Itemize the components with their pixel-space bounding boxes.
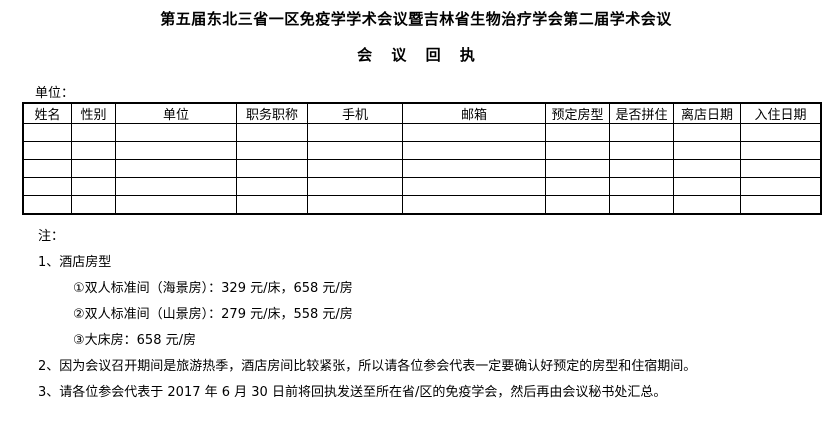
table-row <box>22 159 822 178</box>
cell-position-title[interactable] <box>236 123 308 142</box>
cell-organization[interactable] <box>115 159 237 178</box>
cell-share-room[interactable] <box>609 177 674 196</box>
table-body <box>22 123 822 215</box>
cell-organization[interactable] <box>115 195 237 215</box>
cell-name[interactable] <box>22 159 72 178</box>
column-header-organization: 单位 <box>115 102 237 124</box>
cell-mobile[interactable] <box>307 123 403 142</box>
cell-name[interactable] <box>22 177 72 196</box>
cell-share-room[interactable] <box>609 195 674 215</box>
cell-position-title[interactable] <box>236 159 308 178</box>
cell-room-type[interactable] <box>545 177 610 196</box>
column-header-checkin-date: 入住日期 <box>740 102 822 124</box>
notes-label: 注： <box>38 229 65 244</box>
cell-share-room[interactable] <box>609 141 674 160</box>
column-header-share-room: 是否拼住 <box>609 102 674 124</box>
cell-room-type[interactable] <box>545 123 610 142</box>
column-header-gender: 性别 <box>71 102 116 124</box>
cell-gender[interactable] <box>71 141 116 160</box>
note-room-type-sea-view: ①双人标准间（海景房）：329 元/床，658 元/房 <box>73 281 353 296</box>
cell-mobile[interactable] <box>307 177 403 196</box>
column-header-email: 邮箱 <box>402 102 546 124</box>
cell-email[interactable] <box>402 177 546 196</box>
cell-room-type[interactable] <box>545 141 610 160</box>
cell-organization[interactable] <box>115 123 237 142</box>
cell-gender[interactable] <box>71 159 116 178</box>
cell-name[interactable] <box>22 123 72 142</box>
cell-gender[interactable] <box>71 195 116 215</box>
column-header-mobile: 手机 <box>307 102 403 124</box>
cell-checkin-date[interactable] <box>740 141 822 160</box>
column-header-checkout-date: 离店日期 <box>673 102 741 124</box>
column-header-room-type: 预定房型 <box>545 102 610 124</box>
table-row <box>22 195 822 215</box>
cell-gender[interactable] <box>71 177 116 196</box>
cell-checkout-date[interactable] <box>673 195 741 215</box>
cell-email[interactable] <box>402 141 546 160</box>
table-row <box>22 141 822 160</box>
cell-organization[interactable] <box>115 141 237 160</box>
cell-checkin-date[interactable] <box>740 195 822 215</box>
cell-share-room[interactable] <box>609 159 674 178</box>
cell-room-type[interactable] <box>545 159 610 178</box>
notes-section: 注： 1、酒店房型 ①双人标准间（海景房）：329 元/床，658 元/房 ②双… <box>38 224 820 406</box>
cell-position-title[interactable] <box>236 195 308 215</box>
table-row <box>22 177 822 196</box>
cell-email[interactable] <box>402 159 546 178</box>
note-hotel-room-types: 1、酒店房型 <box>38 255 112 270</box>
cell-room-type[interactable] <box>545 195 610 215</box>
cell-name[interactable] <box>22 195 72 215</box>
unit-label: 单位： <box>35 86 75 101</box>
note-room-type-mountain-view: ②双人标准间（山景房）：279 元/床，558 元/房 <box>73 307 353 322</box>
cell-email[interactable] <box>402 195 546 215</box>
table-row <box>22 123 822 142</box>
cell-checkin-date[interactable] <box>740 123 822 142</box>
cell-gender[interactable] <box>71 123 116 142</box>
note-room-type-king-bed: ③大床房：658 元/房 <box>73 333 196 348</box>
cell-checkout-date[interactable] <box>673 177 741 196</box>
cell-mobile[interactable] <box>307 141 403 160</box>
cell-name[interactable] <box>22 141 72 160</box>
cell-mobile[interactable] <box>307 159 403 178</box>
cell-position-title[interactable] <box>236 177 308 196</box>
cell-share-room[interactable] <box>609 123 674 142</box>
reply-table: 姓名 性别 单位 职务职称 手机 邮箱 预定房型 是否拼住 离店日期 入住日期 <box>22 102 822 215</box>
cell-checkout-date[interactable] <box>673 141 741 160</box>
note-return-deadline: 3、请各位参会代表于 2017 年 6 月 30 日前将回执发送至所在省/区的免… <box>38 385 667 400</box>
cell-email[interactable] <box>402 123 546 142</box>
cell-organization[interactable] <box>115 177 237 196</box>
cell-checkout-date[interactable] <box>673 159 741 178</box>
column-header-name: 姓名 <box>22 102 72 124</box>
cell-checkout-date[interactable] <box>673 123 741 142</box>
cell-checkin-date[interactable] <box>740 159 822 178</box>
cell-position-title[interactable] <box>236 141 308 160</box>
column-header-position-title: 职务职称 <box>236 102 308 124</box>
document-subtitle: 会 议 回 执 <box>357 46 475 64</box>
table-header-row: 姓名 性别 单位 职务职称 手机 邮箱 预定房型 是否拼住 离店日期 入住日期 <box>22 102 822 124</box>
note-booking-reminder: 2、因为会议召开期间是旅游热季，酒店房间比较紧张，所以请各位参会代表一定要确认好… <box>38 359 697 374</box>
cell-mobile[interactable] <box>307 195 403 215</box>
document-title: 第五届东北三省一区免疫学学术会议暨吉林省生物治疗学会第二届学术会议 <box>160 10 672 28</box>
cell-checkin-date[interactable] <box>740 177 822 196</box>
